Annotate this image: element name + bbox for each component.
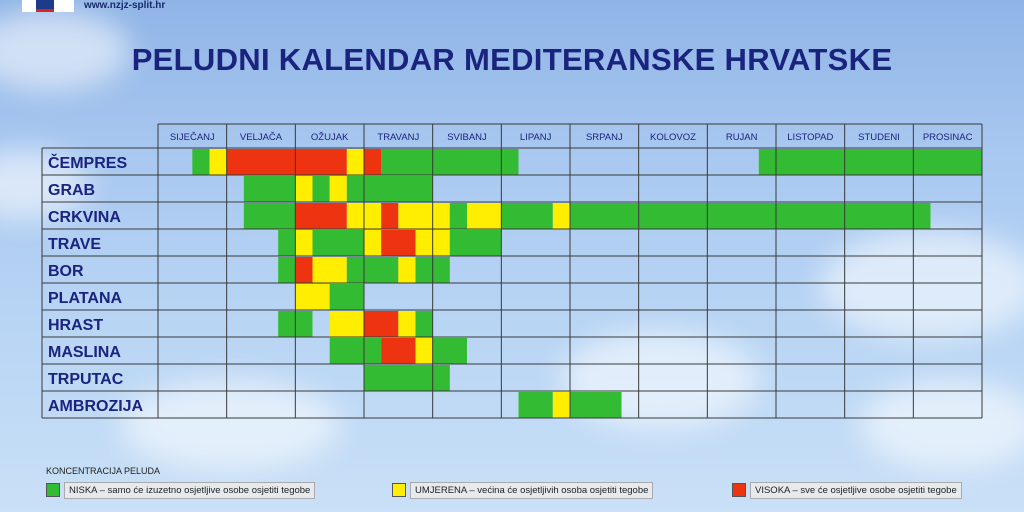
- period-bar-n: [518, 392, 553, 418]
- period-bar-u: [295, 284, 330, 310]
- period-bar-v: [381, 203, 399, 229]
- legend-item-umjerena: UMJERENA – većina će osjetljivih osoba o…: [392, 481, 654, 499]
- period-bar-v: [364, 311, 399, 337]
- month-label: SRPANJ: [586, 132, 623, 143]
- period-bar-u: [398, 311, 416, 337]
- period-bar-n: [329, 284, 364, 310]
- plant-label: ČEMPRES: [48, 153, 127, 172]
- month-label: TRAVANJ: [377, 132, 419, 143]
- period-bar-u: [552, 203, 570, 229]
- legend-title: KONCENTRACIJA PELUDA: [46, 466, 161, 476]
- legend-label-niska: NISKA – samo će izuzetno osjetljive osob…: [64, 481, 316, 499]
- plant-label: HRAST: [48, 317, 103, 334]
- period-bar-v: [381, 230, 416, 256]
- period-bar-u: [415, 338, 433, 364]
- period-bar-u: [398, 257, 416, 283]
- period-bar-u: [209, 149, 227, 175]
- plant-label: MASLINA: [48, 344, 121, 361]
- month-label: VELJAČA: [240, 132, 283, 143]
- period-bar-n: [570, 392, 622, 418]
- legend-label-visoka: VISOKA – sve će osjetljive osobe osjetit…: [750, 481, 962, 499]
- background-cloud: [0, 10, 130, 90]
- legend-item-niska: NISKA – samo će izuzetno osjetljive osob…: [46, 481, 316, 499]
- period-bar-n: [570, 203, 931, 229]
- period-bar-u: [295, 176, 313, 202]
- period-bar-n: [415, 311, 433, 337]
- page-title: PELUDNI KALENDAR MEDITERANSKE HRVATSKE: [131, 42, 893, 77]
- plant-label: PLATANA: [48, 290, 123, 307]
- month-label: SIJEČANJ: [170, 132, 215, 143]
- period-bar-n: [278, 230, 296, 256]
- month-label: PROSINAC: [923, 132, 973, 143]
- background-cloud: [860, 380, 1024, 470]
- period-bar-n: [364, 365, 450, 391]
- period-bar-n: [312, 176, 330, 202]
- period-bar-v: [295, 257, 313, 283]
- period-bar-n: [243, 176, 296, 202]
- month-label: SVIBANJ: [447, 132, 487, 143]
- period-bar-n: [758, 149, 982, 175]
- period-bar-v: [226, 149, 347, 175]
- period-bar-n: [312, 230, 364, 256]
- legend-swatch-visoka: [732, 483, 746, 497]
- website-url[interactable]: www.nzjz-split.hr: [84, 0, 166, 11]
- period-bar-n: [432, 338, 467, 364]
- period-bar-n: [329, 338, 382, 364]
- period-bar-u: [312, 257, 347, 283]
- period-bar-n: [449, 230, 502, 256]
- month-label: OŽUJAK: [311, 132, 349, 143]
- month-label: KOLOVOZ: [650, 132, 696, 143]
- period-bar-u: [346, 149, 364, 175]
- period-bar-n: [192, 149, 210, 175]
- legend-item-visoka: VISOKA – sve će osjetljive osobe osjetit…: [732, 481, 962, 499]
- legend-swatch-niska: [46, 483, 60, 497]
- period-bar-u: [398, 203, 416, 229]
- period-bar-v: [381, 338, 416, 364]
- plant-label: CRKVINA: [48, 209, 121, 226]
- period-bar-u: [295, 230, 313, 256]
- period-bar-n: [278, 257, 296, 283]
- month-label: LISTOPAD: [787, 132, 833, 143]
- plant-label: TRPUTAC: [48, 371, 124, 388]
- period-bar-u: [552, 392, 570, 418]
- period-bar-u: [329, 176, 347, 202]
- period-bar-n: [449, 203, 467, 229]
- period-bar-v: [312, 203, 347, 229]
- period-bar-n: [381, 149, 519, 175]
- month-label: STUDENI: [858, 132, 900, 143]
- plant-label: TRAVE: [48, 236, 101, 253]
- period-bar-u: [467, 203, 502, 229]
- month-label: LIPANJ: [520, 132, 552, 143]
- legend-label-umjerena: UMJERENA – većina će osjetljivih osoba o…: [410, 481, 654, 499]
- period-bar-n: [346, 176, 433, 202]
- period-bar-u: [329, 311, 364, 337]
- background-cloud: [820, 230, 1024, 340]
- plant-label: BOR: [48, 263, 84, 280]
- period-bar-v: [364, 149, 382, 175]
- background-cloud: [120, 380, 340, 470]
- period-bar-n: [243, 203, 296, 229]
- legend-swatch-umjerena: [392, 483, 406, 497]
- period-bar-n: [346, 257, 399, 283]
- period-bar-u: [364, 230, 382, 256]
- period-bar-v: [295, 203, 313, 229]
- period-bar-n: [501, 203, 553, 229]
- month-label: RUJAN: [726, 132, 758, 143]
- logo-icon: [36, 0, 54, 12]
- plant-label: AMBROZIJA: [48, 398, 144, 415]
- plant-label: GRAB: [48, 182, 95, 199]
